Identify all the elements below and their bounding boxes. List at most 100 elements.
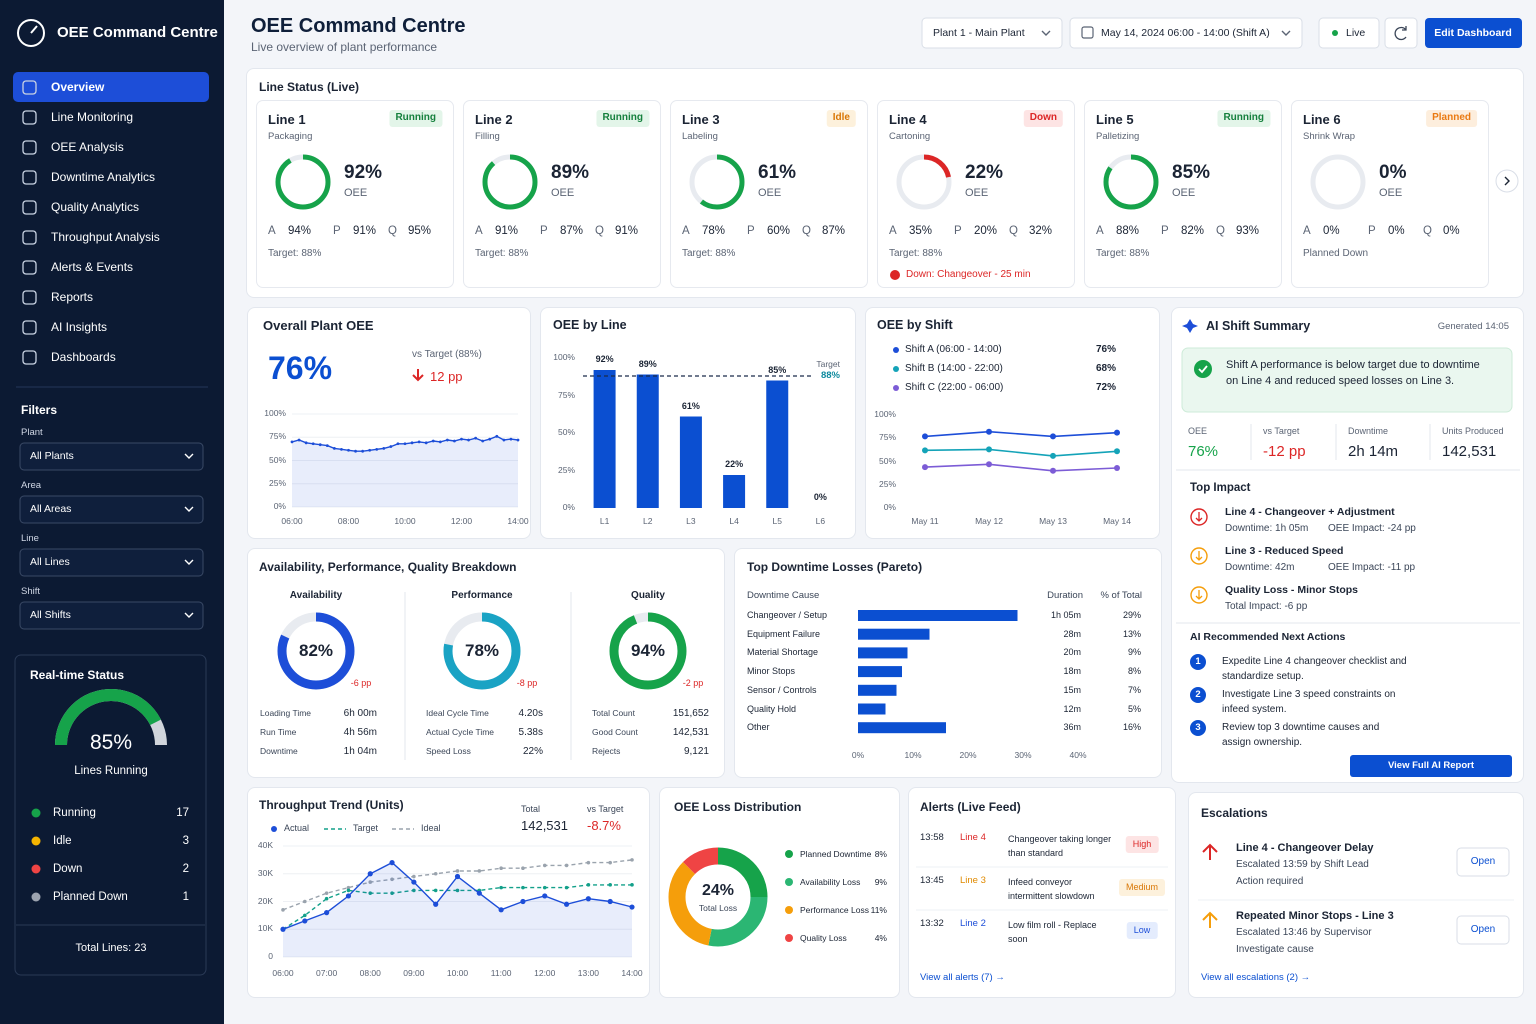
escalation-arrow: [1202, 843, 1218, 860]
select-value[interactable]: All Lines: [30, 556, 70, 568]
select[interactable]: [19, 601, 204, 630]
line-oee: 85%: [1172, 162, 1211, 183]
filter-label: Shift: [21, 586, 41, 597]
x-tick-label: May 12: [975, 516, 1003, 526]
range-value[interactable]: May 14, 2024 06:00 - 14:00 (Shift A): [1101, 27, 1270, 39]
plant-select[interactable]: [921, 17, 1063, 49]
select-value[interactable]: All Plants: [30, 450, 74, 462]
total-value: 142,531: [521, 818, 568, 833]
legend-dot: [893, 385, 899, 391]
series-point: [324, 896, 329, 901]
brand: OEE Command Centre: [57, 24, 218, 41]
x-tick-label: 09:00: [403, 968, 425, 978]
range-select[interactable]: [1069, 17, 1303, 49]
ring-value: [689, 154, 745, 210]
select[interactable]: [19, 495, 204, 524]
nav-item[interactable]: Quality Analytics: [51, 200, 140, 214]
x-tick-label: May 13: [1039, 516, 1067, 526]
nav-icon: [22, 230, 37, 245]
card-title: AI Shift Summary: [1206, 319, 1311, 333]
x-tick-label: May 11: [911, 516, 939, 526]
trend-dot: [290, 440, 294, 444]
nav-item[interactable]: Alerts & Events: [51, 260, 134, 274]
trend-dot: [304, 441, 308, 445]
kpi-label: OEE: [1188, 426, 1208, 436]
kpi-value: 142,531: [1442, 443, 1497, 460]
y-tick-label: 0%: [562, 502, 575, 512]
nav-icon: [22, 260, 37, 275]
card: [1188, 792, 1524, 998]
bar: [858, 628, 930, 640]
row-label: Total Count: [592, 708, 635, 718]
select-value[interactable]: All Shifts: [30, 609, 71, 621]
edit-button-label[interactable]: Edit Dashboard: [1434, 27, 1512, 39]
legend-value: 76%: [1095, 344, 1116, 355]
kpi-value: 76%: [1188, 443, 1219, 460]
series-point: [412, 874, 416, 879]
edit-button[interactable]: [1425, 18, 1522, 48]
live-label[interactable]: Live: [1346, 27, 1366, 39]
card-title: Alerts (Live Feed): [920, 800, 1021, 814]
series-point: [302, 918, 308, 924]
apq-value: 0%: [1388, 225, 1405, 237]
x-tick-label: 12:00: [450, 516, 473, 526]
x-tick-label: L1: [599, 516, 610, 526]
nav-item[interactable]: Throughput Analysis: [51, 230, 160, 244]
select[interactable]: [19, 548, 204, 577]
nav-item[interactable]: AI Insights: [51, 320, 108, 334]
filter-label: Line: [21, 533, 39, 544]
bar-label: 85%: [768, 364, 787, 375]
series-point: [454, 873, 461, 880]
legend-dot: [785, 878, 793, 886]
status-badge: Planned: [1426, 110, 1477, 127]
report-button-label[interactable]: View Full AI Report: [1387, 760, 1475, 771]
alert-icon: [890, 270, 900, 280]
line-oee: 89%: [551, 162, 590, 183]
vs-label: vs Target (88%): [412, 349, 482, 360]
share: 8%: [1127, 666, 1141, 677]
refresh-button[interactable]: [1384, 17, 1418, 49]
alert-message: Infeed conveyor intermittent slowdown: [1008, 877, 1095, 901]
x-tick-label: 10:00: [394, 516, 416, 526]
duration: 36m: [1063, 722, 1081, 733]
open-button[interactable]: [1456, 847, 1510, 877]
next-button[interactable]: [1495, 169, 1519, 193]
apq-letter: Q: [1423, 225, 1432, 237]
x-tick-label: 30%: [1014, 750, 1032, 760]
status-title: Real-time Status: [30, 668, 125, 682]
open-button[interactable]: [1456, 915, 1510, 945]
x-tick-label: 06:00: [281, 516, 303, 526]
nav-item[interactable]: Line Monitoring: [51, 110, 134, 124]
report-button[interactable]: [1350, 755, 1512, 777]
nav-item[interactable]: Reports: [51, 290, 94, 304]
impact-detail: OEE Impact: -11 pp: [1328, 562, 1416, 573]
series-point: [346, 888, 351, 893]
series-point: [390, 891, 394, 895]
y-tick-label: 0%: [883, 502, 896, 512]
series-point: [324, 891, 329, 895]
select-value[interactable]: All Areas: [30, 503, 72, 515]
select[interactable]: [19, 442, 204, 471]
nav-item[interactable]: Downtime Analytics: [51, 170, 156, 184]
live-toggle[interactable]: [1318, 17, 1380, 49]
metric-delta: -8 pp: [516, 678, 538, 688]
nav-item[interactable]: Dashboards: [51, 350, 116, 364]
apq-letter: P: [333, 225, 341, 237]
x-tick-label: 11:00: [490, 968, 512, 978]
col-header: Duration: [1047, 590, 1083, 601]
alerts-link[interactable]: View all alerts (7) →: [920, 972, 1005, 983]
pie-segment: [668, 847, 768, 947]
escalations-link[interactable]: View all escalations (2) →: [1201, 972, 1311, 983]
open-label[interactable]: Open: [1470, 924, 1496, 935]
y-tick-label: 0%: [273, 501, 286, 511]
nav-item[interactable]: Overview: [51, 80, 105, 94]
card: [247, 787, 650, 998]
trend-dot: [453, 439, 456, 443]
card-title: OEE by Line: [553, 318, 627, 332]
open-label[interactable]: Open: [1470, 856, 1496, 867]
target-label: 88%: [820, 370, 840, 381]
nav-item[interactable]: OEE Analysis: [51, 140, 124, 154]
legend-value: 9%: [874, 877, 887, 887]
filter-label: Plant: [21, 427, 43, 438]
plant-value[interactable]: Plant 1 - Main Plant: [933, 27, 1025, 39]
